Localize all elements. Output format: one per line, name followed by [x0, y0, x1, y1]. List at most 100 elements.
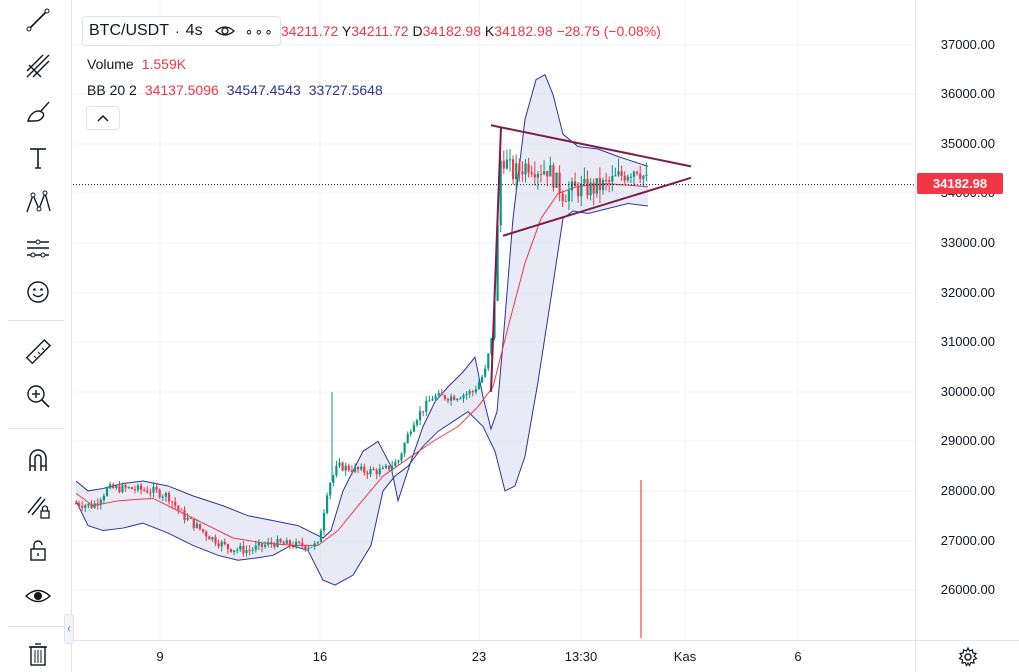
- toolbar-collapse-handle[interactable]: ‹: [64, 614, 74, 644]
- collapse-legend-button[interactable]: [86, 106, 120, 130]
- candle-body: [115, 486, 118, 489]
- candle-body: [174, 501, 177, 506]
- candle-body: [626, 176, 629, 181]
- candle-body: [608, 180, 611, 182]
- ohlc-high: 34211.72: [351, 23, 409, 39]
- candle-body: [214, 537, 217, 544]
- candle-body: [127, 487, 130, 489]
- symbol-box[interactable]: BTC/USDT · 4s ∘∘∘: [82, 16, 281, 46]
- candle-body: [99, 500, 102, 505]
- candle-body: [539, 174, 543, 176]
- drawing-toolbar: [0, 0, 72, 672]
- candle-body: [180, 509, 183, 511]
- text-icon[interactable]: [16, 140, 60, 176]
- candle-body: [552, 165, 555, 188]
- candle-body: [598, 178, 601, 191]
- candle-body: [645, 174, 648, 176]
- candle-body: [462, 394, 465, 399]
- candle-body: [375, 470, 378, 475]
- eye-icon[interactable]: [16, 578, 60, 614]
- candle-body: [242, 545, 245, 554]
- candle-body: [140, 485, 143, 490]
- fib-icon[interactable]: [16, 48, 60, 84]
- candle-body: [533, 174, 536, 178]
- candle-body: [295, 541, 298, 548]
- candle-body: [409, 431, 412, 435]
- candle-body: [248, 550, 251, 552]
- time-axis[interactable]: 9 16 23 13:30 Kas 6: [73, 640, 915, 672]
- candle-body: [632, 171, 636, 177]
- candle-body: [298, 541, 301, 543]
- candle-body: [291, 545, 295, 548]
- bb-label: BB 20 2: [87, 82, 137, 98]
- measure-icon[interactable]: [16, 230, 60, 266]
- candle-body: [136, 485, 140, 490]
- magnet-icon[interactable]: [16, 442, 60, 478]
- volume-legend[interactable]: Volume 1.559K: [87, 56, 661, 72]
- candle-body: [372, 468, 375, 471]
- candle-body: [279, 539, 282, 543]
- candle-body: [146, 490, 149, 493]
- candle-body: [487, 353, 490, 369]
- candle-body: [406, 434, 409, 444]
- candle-body: [512, 159, 515, 180]
- candle-body: [102, 495, 105, 501]
- candle-body: [264, 544, 267, 547]
- candle-body: [555, 172, 558, 188]
- zoom-in-icon[interactable]: [16, 378, 60, 414]
- price-axis[interactable]: 37000.0036000.0035000.0034000.0033000.00…: [915, 0, 1019, 640]
- chart-pane[interactable]: [73, 0, 915, 640]
- bb-legend[interactable]: BB 20 2 34137.5096 34547.4543 33727.5648: [87, 82, 661, 98]
- ohlc-change: −28.75 (−0.08%): [556, 23, 661, 39]
- candle-body: [93, 503, 96, 508]
- candle-body: [357, 466, 360, 470]
- more-options-button[interactable]: ∘∘∘: [244, 22, 274, 39]
- candle-body: [282, 542, 285, 544]
- candle-body: [121, 485, 124, 493]
- time-tick: 16: [312, 649, 328, 664]
- candle-body: [471, 391, 474, 393]
- candle-body: [570, 181, 574, 191]
- candle-body: [158, 489, 161, 498]
- candle-body: [310, 546, 313, 548]
- candle-body: [518, 163, 521, 172]
- candle-body: [192, 518, 195, 528]
- volume-bar: [640, 480, 642, 638]
- symbol-name[interactable]: BTC/USDT: [89, 22, 169, 39]
- ruler-icon[interactable]: [16, 334, 60, 370]
- separator: ·: [175, 23, 180, 39]
- candle-body: [316, 541, 319, 544]
- candle-body: [239, 545, 242, 550]
- candle-body: [344, 465, 347, 471]
- visibility-eye-icon[interactable]: [214, 23, 235, 39]
- price-chart: [73, 0, 915, 640]
- candle-body: [620, 171, 623, 176]
- ohlc-high-label: Y: [341, 23, 352, 39]
- price-tick: 26000.00: [940, 582, 995, 597]
- candle-body: [307, 547, 310, 550]
- lock-drawing-icon[interactable]: [16, 488, 60, 524]
- lock-icon[interactable]: [16, 532, 60, 568]
- candle-body: [350, 470, 353, 472]
- ohlc-close: 34182.98: [494, 23, 553, 39]
- candle-body: [422, 411, 425, 413]
- bb-fill: [76, 74, 648, 586]
- candle-body: [171, 501, 174, 503]
- price-tick: 37000.00: [940, 37, 995, 52]
- candle-body: [481, 376, 484, 383]
- candle-body: [229, 549, 233, 552]
- trend-line-icon[interactable]: [16, 2, 60, 38]
- settings-gear-icon[interactable]: [915, 640, 1019, 672]
- candle-body: [118, 486, 121, 493]
- emoji-icon[interactable]: [16, 274, 60, 310]
- pattern-icon[interactable]: [16, 184, 60, 220]
- candle-body: [505, 159, 508, 169]
- candle-body: [152, 486, 155, 493]
- candle-body: [580, 183, 583, 197]
- timeframe[interactable]: 4s: [185, 22, 203, 39]
- candle-body: [592, 182, 595, 194]
- candle-body: [403, 443, 406, 454]
- trash-icon[interactable]: [16, 636, 60, 672]
- candle-body: [450, 396, 453, 401]
- brush-icon[interactable]: [16, 94, 60, 130]
